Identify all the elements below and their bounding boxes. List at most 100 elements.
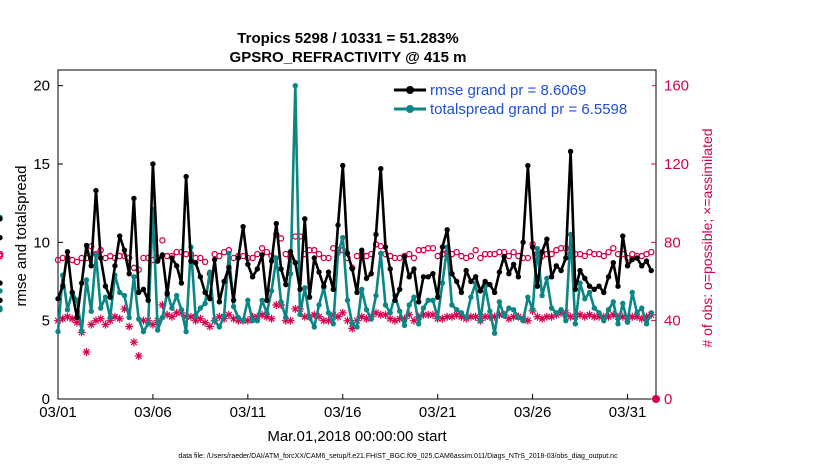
rmse-point (235, 255, 242, 261)
totalspread-point (98, 305, 104, 311)
assimilated-obs-point (134, 351, 143, 360)
rmse-point (173, 263, 180, 269)
possible-obs-point (216, 252, 223, 260)
assimilated-obs-point (424, 310, 433, 319)
totalspread-point (624, 319, 631, 325)
totalspread-point (154, 327, 161, 333)
totalspread-point (477, 317, 484, 324)
rmse-point (477, 288, 484, 294)
rmse-point (534, 283, 541, 289)
possible-obs-point (73, 258, 81, 266)
assimilated-obs-point (167, 312, 176, 321)
y-tick-label: 15 (33, 156, 50, 173)
totalspread-point (306, 314, 313, 321)
rmse-point (154, 258, 161, 264)
assimilated-obs-point (115, 314, 124, 323)
x-tick-label: 03/06 (134, 404, 172, 421)
totalspread-point (302, 285, 308, 291)
rmse-point (0, 234, 3, 241)
totalspread-point (463, 314, 469, 321)
rmse-point (387, 266, 393, 272)
rmse-point (202, 289, 208, 296)
rmse-point (197, 274, 204, 280)
rmse-point (249, 274, 256, 280)
rmse-point (335, 222, 341, 228)
rmse-point (392, 297, 398, 303)
totalspread-point (591, 305, 598, 311)
rmse-point (216, 299, 223, 305)
assimilated-obs-point (400, 314, 409, 323)
legend: rmse grand pr = 8.6069 totalspread grand… (390, 74, 652, 120)
rmse-point (116, 233, 123, 239)
possible-obs-point (510, 248, 517, 256)
assimilated-obs-point (585, 310, 594, 319)
totalspread-point (79, 328, 85, 335)
assimilated-obs-point (300, 312, 309, 321)
totalspread-point (577, 280, 583, 286)
totalspread-point (420, 305, 427, 311)
possible-obs-point (325, 254, 332, 262)
totalspread-point (183, 328, 189, 335)
rmse-point (453, 278, 460, 285)
assimilated-obs-point (395, 314, 404, 323)
possible-obs-point (453, 248, 460, 256)
rmse-point (79, 280, 85, 286)
totalspread-point (131, 274, 137, 280)
totalspread-point (639, 305, 645, 311)
rmse-point (510, 261, 517, 267)
rmse-point (297, 286, 303, 293)
rmse-point (69, 289, 75, 296)
totalspread-point (254, 317, 261, 324)
rmse-point (264, 297, 270, 303)
rmse-point (126, 270, 132, 277)
rmse-point (444, 227, 450, 233)
assimilated-obs-point (120, 304, 129, 313)
possible-obs-point (197, 254, 204, 262)
rmse-point (449, 270, 455, 277)
possible-obs-point (263, 248, 271, 256)
totalspread-point (169, 305, 175, 311)
assimilated-obs-point (419, 310, 428, 319)
possible-obs-point (201, 258, 209, 266)
assimilated-obs-point (272, 301, 281, 309)
rmse-point (121, 247, 128, 253)
totalspread-point (197, 305, 204, 311)
totalspread-point (116, 289, 123, 296)
totalspread-point (415, 321, 422, 327)
rmse-point (330, 286, 336, 293)
assimilated-obs-point (538, 314, 547, 323)
rmse-point (192, 260, 199, 266)
rmse-point (596, 283, 602, 289)
totalspread-point (605, 307, 612, 313)
assimilated-obs-point (229, 314, 238, 323)
rmse-point (140, 286, 147, 293)
assimilated-obs-point (604, 312, 613, 321)
rmse-point (55, 296, 61, 302)
rmse-point (425, 274, 431, 280)
assimilated-obs-point (471, 312, 480, 321)
totalspread-point (145, 321, 151, 327)
rmse-point (363, 275, 370, 282)
assimilated-obs-point (163, 310, 172, 319)
assimilated-obs-point (96, 314, 105, 323)
totalspread-point (235, 314, 242, 321)
totalspread-point (273, 255, 280, 261)
rmse-point (278, 266, 284, 272)
y-tick-label: 20 (33, 78, 50, 95)
totalspread-point (264, 310, 270, 316)
x-tick-label: 03/01 (39, 404, 77, 421)
legend-spread-marker (406, 105, 414, 113)
totalspread-point (615, 321, 621, 327)
totalspread-point (643, 321, 650, 327)
rmse-point (563, 255, 569, 261)
assimilated-obs-point (428, 310, 437, 319)
assimilated-obs-point (509, 312, 518, 321)
assimilated-obs-point (196, 314, 205, 323)
totalspread-point (453, 307, 460, 313)
rmse-point (615, 283, 621, 289)
rmse-point (344, 250, 351, 256)
rmse-point (458, 289, 465, 296)
rmse-point (93, 187, 99, 194)
rmse-point (434, 294, 441, 300)
assimilated-obs-point (523, 316, 532, 325)
